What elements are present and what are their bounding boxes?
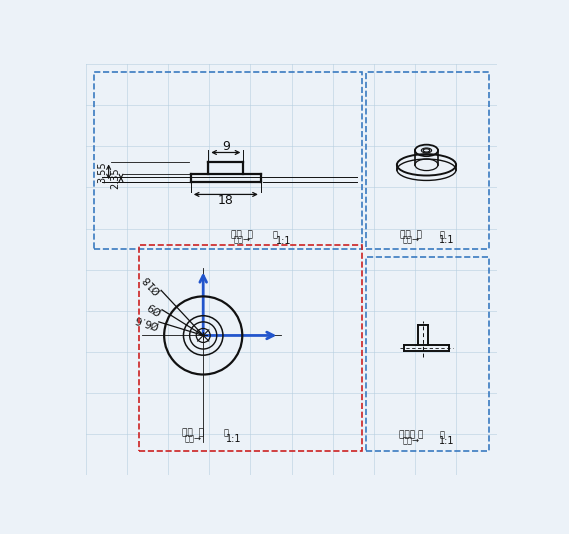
Text: 부: 부 (439, 430, 444, 439)
Text: 9: 9 (222, 140, 230, 153)
Text: 1:1: 1:1 (439, 235, 455, 245)
Text: 1:1: 1:1 (439, 436, 455, 446)
Text: 부: 부 (273, 230, 278, 239)
Text: 2.35: 2.35 (110, 167, 120, 189)
Text: 부: 부 (223, 429, 228, 438)
Text: 1:1: 1:1 (275, 236, 291, 246)
Bar (139, 245, 361, 451)
Text: 부: 부 (439, 230, 444, 239)
Text: 축척→: 축척→ (184, 435, 201, 444)
Text: 1:1: 1:1 (226, 435, 242, 444)
Text: 18: 18 (218, 194, 234, 207)
Text: 축척→: 축척→ (402, 436, 419, 445)
Text: 정면  부: 정면 부 (182, 429, 204, 438)
Text: Ø18: Ø18 (141, 272, 162, 295)
Text: Ø9: Ø9 (146, 300, 163, 316)
Bar (366, 257, 489, 451)
Bar (366, 72, 489, 249)
Text: 축척→: 축척→ (402, 235, 419, 245)
Text: 오른쪽 부: 오른쪽 부 (399, 430, 423, 439)
Text: Ø6.6: Ø6.6 (133, 312, 160, 329)
Text: 축척→: 축척→ (234, 235, 251, 245)
Text: 동측  부: 동측 부 (400, 230, 422, 239)
Bar (94, 72, 361, 249)
Text: 정면  부: 정면 부 (232, 230, 253, 239)
Text: 3.55: 3.55 (97, 161, 108, 183)
